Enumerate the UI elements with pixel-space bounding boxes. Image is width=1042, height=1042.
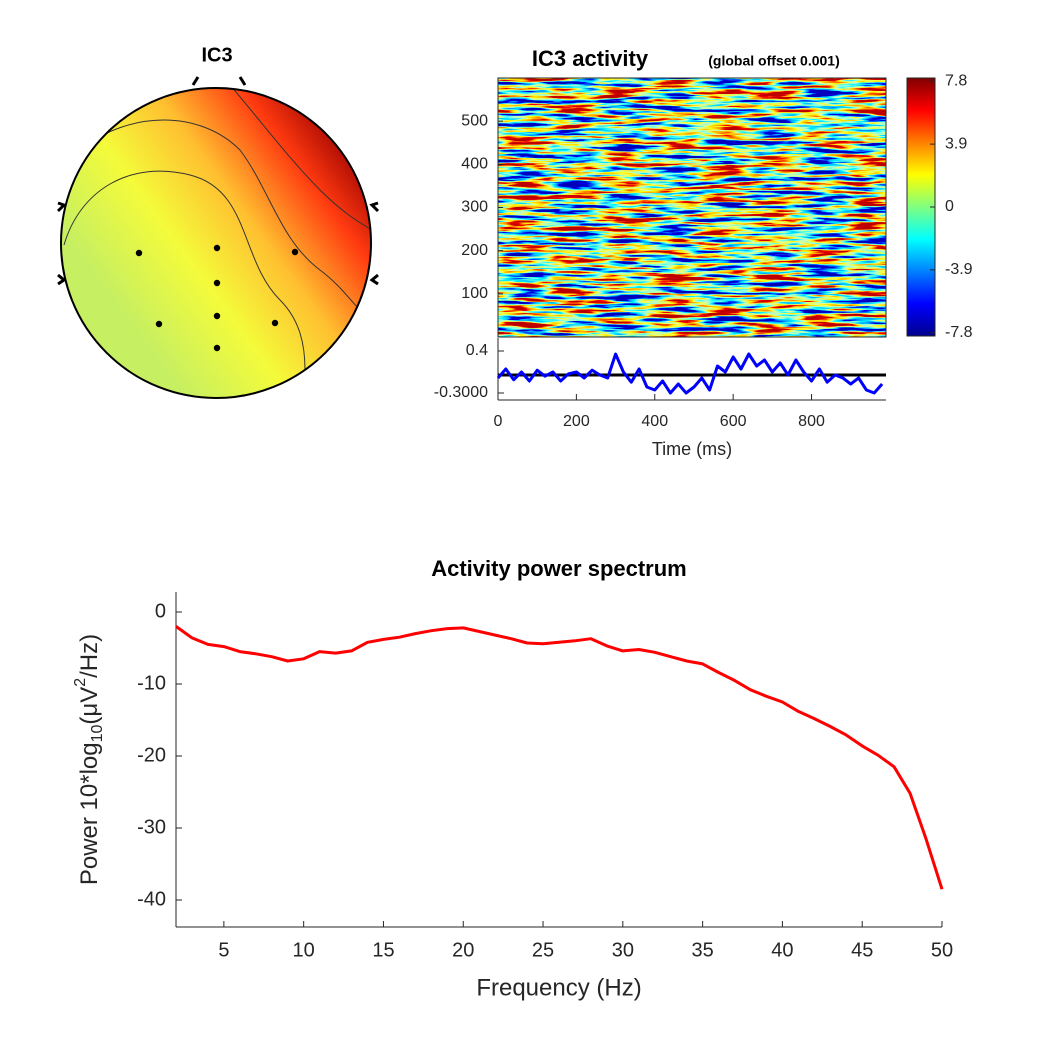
y-tick-label: -20 [137, 744, 166, 766]
head-outline [56, 76, 380, 286]
y-axis-label-part: (μV [76, 687, 103, 725]
topoplot: IC3 [56, 44, 380, 399]
y-tick-label: 500 [461, 112, 488, 129]
x-tick-label: 600 [720, 413, 747, 430]
series-line [175, 625, 944, 890]
contours [63, 88, 371, 371]
x-tick-label: 50 [931, 939, 953, 961]
x-tick-label: 400 [641, 413, 668, 430]
colorbar-tick-label: -7.8 [945, 324, 973, 341]
topo-title: IC3 [201, 44, 232, 66]
y-axis-label-part: 10 [89, 724, 106, 742]
x-tick-label: 15 [372, 939, 394, 961]
chart-title: Activity power spectrum [431, 556, 687, 581]
x-tick-label: 40 [771, 939, 793, 961]
y-tick-label: 400 [461, 156, 488, 173]
x-tick-label: 35 [692, 939, 714, 961]
x-tick-label: 0 [494, 413, 503, 430]
x-axis-label: Frequency (Hz) [476, 974, 641, 1001]
x-tick-label: 200 [563, 413, 590, 430]
y-axis-label: Power 10*log10(μV2/Hz) [72, 634, 106, 885]
x-tick-label: 10 [293, 939, 315, 961]
y-axis-label-part: /Hz) [76, 634, 103, 678]
image-title: IC3 activity [532, 46, 649, 71]
scalp-map [61, 88, 371, 398]
colorbar-tick-label: 7.8 [945, 72, 967, 89]
colorbar-tick-label: 3.9 [945, 135, 967, 152]
x-tick-label: 25 [532, 939, 554, 961]
series-line [496, 352, 884, 395]
x-tick-label: 800 [798, 413, 825, 430]
x-tick-label: 30 [612, 939, 634, 961]
y-tick-label: 200 [461, 242, 488, 259]
image-subtitle: (global offset 0.001) [708, 53, 839, 69]
x-tick-label: 5 [218, 939, 229, 961]
y-tick-label: 0 [155, 600, 166, 622]
colorbar-tick-label: -3.9 [945, 261, 973, 278]
y-tick-label: -30 [137, 816, 166, 838]
y-tick-label: 300 [461, 199, 488, 216]
y-tick-label: -0.3000 [434, 384, 488, 401]
x-tick-label: 45 [851, 939, 873, 961]
erp-image: IC3 activity (global offset 0.001) [498, 46, 936, 337]
colorbar-tick-label: 0 [945, 198, 954, 215]
x-axis-label: Time (ms) [652, 439, 732, 459]
y-tick-label: 100 [461, 285, 488, 302]
x-tick-label: 20 [452, 939, 474, 961]
y-tick-label: -10 [137, 672, 166, 694]
y-tick-label: -40 [137, 888, 166, 910]
line-chart: 0 200 400 600 800 -0.3000 0.4 Time (ms) [434, 338, 886, 459]
y-axis-label-part: 2 [72, 678, 89, 687]
image [498, 78, 886, 337]
line-chart: 5 10 15 20 25 30 35 40 45 50 -40 -30 -20 -10 0 Activity… [72, 556, 953, 1002]
y-axis-label-part: Power 10*log [76, 742, 103, 885]
electrodes [135, 244, 299, 352]
y-tick-label: 0.4 [466, 342, 488, 359]
